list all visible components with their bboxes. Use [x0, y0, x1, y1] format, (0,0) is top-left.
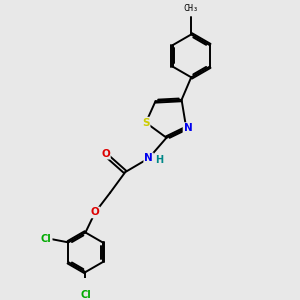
Text: O: O	[101, 149, 110, 159]
Text: O: O	[91, 207, 99, 218]
Text: Cl: Cl	[41, 234, 52, 244]
Text: CH₃: CH₃	[184, 4, 199, 13]
Text: N: N	[184, 123, 192, 133]
Text: S: S	[142, 118, 150, 128]
Text: Cl: Cl	[80, 290, 91, 300]
Text: N: N	[144, 153, 153, 163]
Text: H: H	[155, 155, 163, 165]
